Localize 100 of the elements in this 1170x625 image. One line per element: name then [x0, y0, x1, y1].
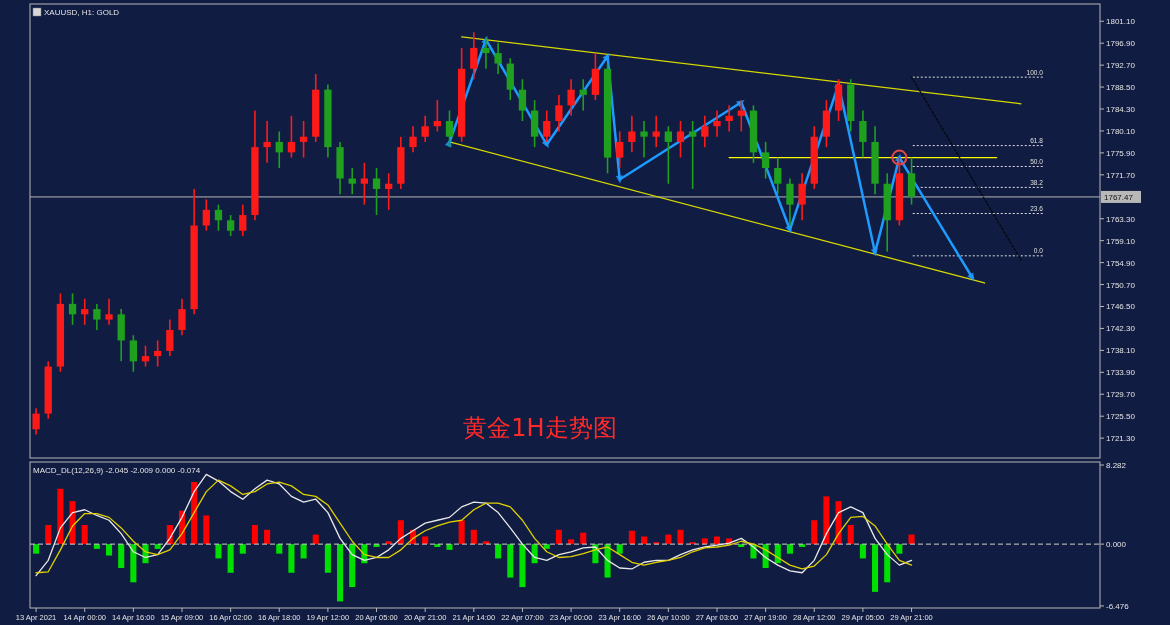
y-tick-label: 1759.10	[1106, 236, 1136, 246]
candlestick	[166, 318, 174, 357]
bar	[884, 544, 891, 583]
y-tick-label: 1771.70	[1106, 170, 1136, 180]
candlestick	[616, 130, 624, 169]
bar	[786, 544, 793, 554]
y-tick-label: 1721.30	[1106, 434, 1136, 444]
bar	[81, 525, 88, 545]
bar	[105, 544, 113, 556]
candlestick	[689, 120, 697, 190]
candlestick	[713, 109, 721, 138]
candlestick	[676, 120, 685, 159]
bar	[896, 544, 903, 554]
bar	[872, 544, 879, 592]
candlestick	[239, 203, 247, 237]
y-tick-label: 1750.70	[1106, 280, 1136, 290]
bar	[908, 534, 915, 545]
y-tick-label: 1792.70	[1106, 61, 1136, 71]
candlestick	[701, 115, 709, 148]
bar	[33, 544, 40, 554]
bar	[847, 525, 854, 545]
candlestick	[652, 115, 660, 148]
bar	[555, 529, 562, 545]
annotation: 黄金1H走势图	[463, 414, 617, 442]
candlestick	[68, 292, 77, 326]
bar	[288, 544, 295, 573]
candlestick	[798, 172, 806, 222]
bar	[811, 520, 818, 545]
bar	[470, 529, 477, 545]
bar	[495, 544, 502, 559]
y-tick-label: 1796.90	[1106, 39, 1136, 49]
bar	[823, 496, 830, 545]
bar	[215, 544, 222, 559]
bar	[251, 525, 258, 545]
y-tick-label: 1801.10	[1106, 17, 1136, 27]
bar	[519, 544, 526, 588]
ref-line-label: 1767.47	[1104, 193, 1134, 203]
candlestick	[421, 115, 429, 143]
y-tick-label: 1775.90	[1106, 148, 1136, 158]
bar	[227, 544, 234, 573]
y-tick-label: -6.476	[1106, 601, 1130, 611]
text: XAUUSD, H1: GOLD	[44, 8, 120, 17]
candlestick	[154, 339, 162, 368]
bar	[628, 530, 635, 545]
point	[967, 272, 975, 282]
point	[870, 248, 878, 257]
y-tick-label: 1725.50	[1106, 412, 1136, 422]
candlestick	[202, 198, 210, 232]
bar	[458, 520, 465, 545]
bar	[859, 544, 866, 559]
candlestick	[275, 130, 283, 169]
bar	[507, 544, 514, 578]
candlestick	[372, 167, 381, 216]
candlestick	[494, 41, 502, 75]
y-tick-label: 1754.90	[1106, 258, 1136, 268]
y-tick-label: 1788.50	[1106, 83, 1136, 93]
point	[615, 175, 623, 184]
bar	[57, 488, 64, 545]
bar	[324, 544, 331, 573]
bar	[677, 529, 684, 545]
candlestick	[725, 104, 733, 133]
bar	[239, 544, 246, 554]
candlestick	[907, 156, 916, 206]
bar	[568, 539, 575, 545]
candlestick	[178, 297, 186, 337]
bar	[203, 515, 210, 545]
bar	[154, 544, 161, 549]
candlestick	[859, 109, 867, 159]
candlestick	[141, 344, 150, 368]
bar	[640, 536, 648, 545]
candlestick	[579, 78, 587, 112]
candlestick	[32, 407, 40, 436]
candlestick	[518, 78, 527, 122]
y-tick-label: 1742.30	[1106, 324, 1136, 334]
y-tick-label: 1763.30	[1106, 214, 1136, 224]
bar	[713, 536, 721, 545]
y-tick-label: 1780.10	[1106, 126, 1136, 136]
candlestick	[640, 120, 648, 159]
bar	[130, 544, 137, 583]
candlestick	[774, 156, 782, 195]
bar	[118, 544, 125, 568]
candlestick	[105, 297, 113, 326]
candlestick	[287, 115, 296, 159]
y-tick-label: 1733.90	[1106, 368, 1136, 378]
candlestick	[360, 162, 369, 206]
candlestick	[628, 115, 636, 154]
y-tick-label: 1784.30	[1106, 105, 1136, 115]
candlestick	[409, 125, 417, 154]
candlestick	[555, 94, 563, 133]
candlestick	[433, 99, 441, 133]
candlestick	[385, 172, 393, 211]
point	[891, 149, 908, 166]
y-tick-label: 0.000	[1106, 540, 1127, 550]
candlestick	[761, 141, 770, 180]
candlestick	[81, 297, 89, 326]
candlestick	[567, 78, 575, 117]
point	[602, 52, 610, 62]
candlestick	[129, 334, 137, 373]
bar	[349, 544, 356, 588]
bar	[264, 529, 271, 545]
